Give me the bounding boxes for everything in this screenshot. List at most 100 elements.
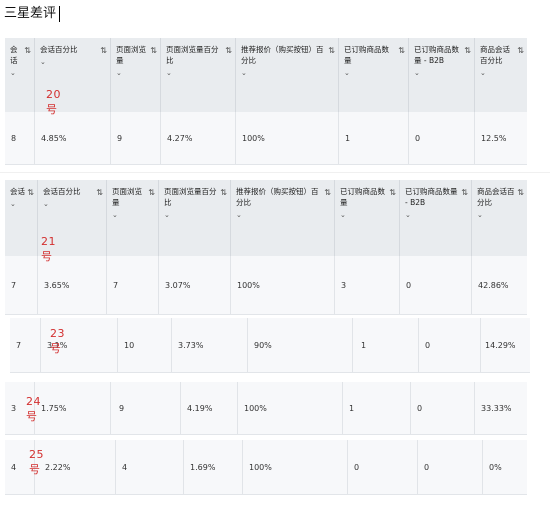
sort-icon[interactable]: ⇅ xyxy=(225,46,232,55)
sort-icon[interactable]: ⇅ xyxy=(324,188,331,197)
cell-unit-session-pct: 42.86% xyxy=(478,280,509,290)
chevron-down-icon[interactable]: ⌄ xyxy=(112,211,118,219)
chevron-down-icon[interactable]: ⌄ xyxy=(116,69,122,77)
cell-page-view-pct: 3.73% xyxy=(172,318,248,372)
chevron-down-icon[interactable]: ⌄ xyxy=(10,69,16,77)
table-row: 4 2.22% 4 1.69% 100% 0 0 0% xyxy=(5,440,527,495)
cell-units-ordered-b2b: 0 xyxy=(400,256,472,314)
cell-page-views: 7 xyxy=(107,256,159,314)
cell-session-pct: 3.65% xyxy=(38,256,107,314)
table-header: 会话 ⇅ ⌄ 会话百分比 ⇅ ⌄ 页面浏览量 ⇅ ⌄ 页面浏览量百分比 ⇅ ⌄ 推荐报价（购买按… xyxy=(5,38,527,113)
cell-unit-session-pct: 12.5% xyxy=(481,133,507,143)
sort-icon[interactable]: ⇅ xyxy=(100,46,107,55)
cell-page-views: 4 xyxy=(116,440,184,494)
page-title: 三星差评 xyxy=(4,6,61,22)
cell-page-views: 9 xyxy=(111,382,181,434)
sort-icon[interactable]: ⇅ xyxy=(220,188,227,197)
date-note-label: 25号 xyxy=(29,448,44,476)
cell-sessions: 8 xyxy=(5,112,35,164)
date-note-label: 23号 xyxy=(50,327,65,355)
cell-buy-box-pct: 100% xyxy=(236,112,339,164)
cell-buy-box-pct: 100% xyxy=(243,440,348,494)
chevron-down-icon[interactable]: ⌄ xyxy=(166,69,172,77)
cell-page-view-pct: 4.27% xyxy=(161,112,236,164)
sort-icon[interactable]: ⇅ xyxy=(461,188,468,197)
date-note-label: 21号 xyxy=(41,235,56,263)
date-note-label: 24号 xyxy=(26,395,41,423)
cell-units-ordered-b2b: 0 xyxy=(411,382,475,434)
header-sessions[interactable]: 会话 ⇅ ⌄ xyxy=(5,180,38,256)
cell-session-pct: 4.85% xyxy=(35,112,111,164)
sort-icon[interactable]: ⇅ xyxy=(398,46,405,55)
chevron-down-icon[interactable]: ⌄ xyxy=(477,211,483,219)
header-session-pct[interactable]: 会话百分比 ⇅ ⌄ xyxy=(38,180,107,256)
header-page-views[interactable]: 页面浏览量 ⇅ ⌄ xyxy=(111,38,161,112)
sort-icon[interactable]: ⇅ xyxy=(24,46,31,55)
cell-session-pct: 2.22% xyxy=(35,440,116,494)
sort-icon[interactable]: ⇅ xyxy=(517,188,524,197)
cell-session-pct: 3.1% xyxy=(41,318,118,372)
cell-unit-session-pct: 14.29% xyxy=(485,340,516,350)
cell-units-ordered: 1 xyxy=(339,112,409,164)
sort-icon[interactable]: ⇅ xyxy=(464,46,471,55)
chevron-down-icon[interactable]: ⌄ xyxy=(40,58,46,66)
header-units-ordered-b2b[interactable]: 已订购商品数量 - B2B ⇅ ⌄ xyxy=(409,38,475,112)
cell-unit-session-pct: 0% xyxy=(489,462,502,472)
table-row: 7 3.65% 7 3.07% 100% 3 0 42.86% xyxy=(5,256,527,315)
chevron-down-icon[interactable]: ⌄ xyxy=(344,69,350,77)
cell-units-ordered: 1 xyxy=(353,318,419,372)
cell-page-views: 10 xyxy=(118,318,172,372)
cell-units-ordered: 3 xyxy=(335,256,400,314)
table-row: 3 1.75% 9 4.19% 100% 1 0 33.33% xyxy=(5,382,527,435)
sort-icon[interactable]: ⇅ xyxy=(517,46,524,55)
chevron-down-icon[interactable]: ⌄ xyxy=(340,211,346,219)
date-note-label: 20号 xyxy=(46,88,61,116)
chevron-down-icon[interactable]: ⌄ xyxy=(480,69,486,77)
table-row: 8 4.85% 9 4.27% 100% 1 0 12.5% xyxy=(5,112,527,165)
table-row: 7 3.1% 10 3.73% 90% 1 0 14.29% xyxy=(10,318,530,373)
divider xyxy=(0,172,550,173)
sort-icon[interactable]: ⇅ xyxy=(148,188,155,197)
chevron-down-icon[interactable]: ⌄ xyxy=(236,211,242,219)
cell-units-ordered-b2b: 0 xyxy=(409,112,475,164)
chevron-down-icon[interactable]: ⌄ xyxy=(405,211,411,219)
sort-icon[interactable]: ⇅ xyxy=(328,46,335,55)
chevron-down-icon[interactable]: ⌄ xyxy=(414,69,420,77)
cell-sessions: 7 xyxy=(10,318,41,372)
sort-icon[interactable]: ⇅ xyxy=(27,188,34,197)
cell-page-view-pct: 3.07% xyxy=(159,256,231,314)
cell-page-view-pct: 1.69% xyxy=(184,440,243,494)
header-buy-box-pct[interactable]: 推荐报价（购买按钮）百分比 ⇅ ⌄ xyxy=(231,180,335,256)
header-units-ordered-b2b[interactable]: 已订购商品数量 - B2B ⇅ ⌄ xyxy=(400,180,472,256)
cell-unit-session-pct: 33.33% xyxy=(481,403,512,413)
header-units-ordered[interactable]: 已订购商品数量 ⇅ ⌄ xyxy=(339,38,409,112)
header-unit-session-pct[interactable]: 商品会话百分比 ⇅ ⌄ xyxy=(477,187,524,219)
cell-units-ordered-b2b: 0 xyxy=(418,440,483,494)
cell-buy-box-pct: 90% xyxy=(248,318,353,372)
header-page-view-pct[interactable]: 页面浏览量百分比 ⇅ ⌄ xyxy=(159,180,231,256)
cell-units-ordered: 0 xyxy=(348,440,418,494)
cell-sessions: 7 xyxy=(5,256,38,314)
header-unit-session-pct[interactable]: 商品会话百分比 ⇅ ⌄ xyxy=(480,45,524,77)
cell-page-view-pct: 4.19% xyxy=(181,382,238,434)
cell-units-ordered-b2b: 0 xyxy=(419,318,481,372)
header-session-pct[interactable]: 会话百分比 ⇅ ⌄ xyxy=(35,38,111,112)
chevron-down-icon[interactable]: ⌄ xyxy=(164,211,170,219)
sort-icon[interactable]: ⇅ xyxy=(150,46,157,55)
cell-page-views: 9 xyxy=(111,112,161,164)
sort-icon[interactable]: ⇅ xyxy=(389,188,396,197)
chevron-down-icon[interactable]: ⌄ xyxy=(10,200,16,208)
header-units-ordered[interactable]: 已订购商品数量 ⇅ ⌄ xyxy=(335,180,400,256)
sort-icon[interactable]: ⇅ xyxy=(96,188,103,197)
header-page-views[interactable]: 页面浏览量 ⇅ ⌄ xyxy=(107,180,159,256)
table-header: 会话 ⇅ ⌄ 会话百分比 ⇅ ⌄ 页面浏览量 ⇅ ⌄ 页面浏览量百分比 ⇅ ⌄ 推荐报价（购买按… xyxy=(5,180,527,257)
cell-session-pct: 1.75% xyxy=(35,382,111,434)
header-buy-box-pct[interactable]: 推荐报价（购买按钮）百分比 ⇅ ⌄ xyxy=(236,38,339,112)
chevron-down-icon[interactable]: ⌄ xyxy=(241,69,247,77)
header-sessions[interactable]: 会话 ⇅ ⌄ xyxy=(5,38,35,112)
cell-units-ordered: 1 xyxy=(343,382,411,434)
header-page-view-pct[interactable]: 页面浏览量百分比 ⇅ ⌄ xyxy=(161,38,236,112)
cell-sessions: 3 xyxy=(5,382,35,434)
cell-sessions: 4 xyxy=(5,440,35,494)
chevron-down-icon[interactable]: ⌄ xyxy=(43,200,49,208)
